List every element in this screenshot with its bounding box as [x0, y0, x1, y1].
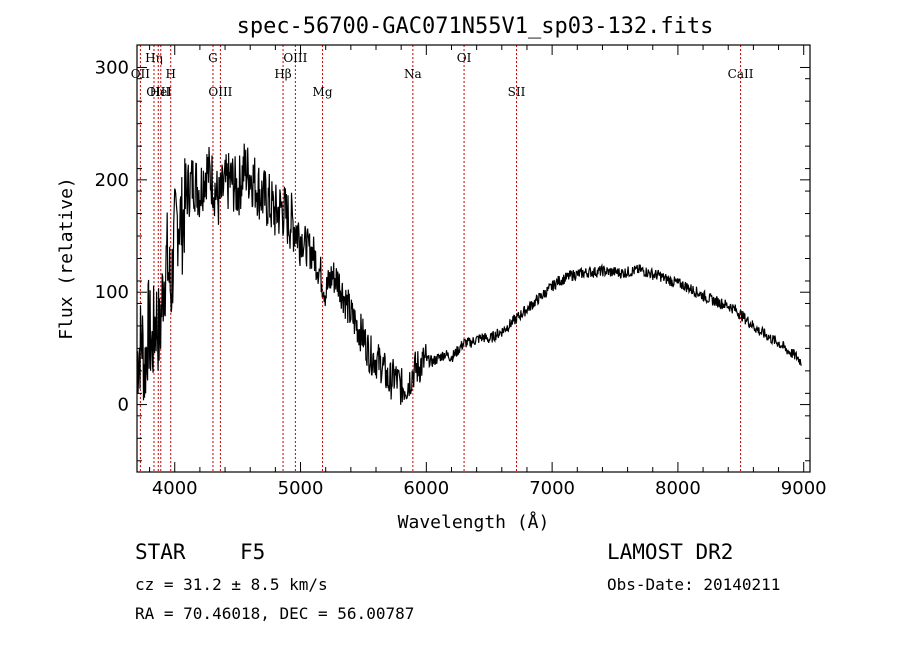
obs-date: Obs-Date: 20140211	[607, 575, 781, 594]
redshift-readout: cz = 31.2 ± 8.5 km/s	[135, 575, 328, 594]
chart-title: spec-56700-GAC071N55V1_sp03-132.fits	[237, 14, 714, 39]
spectral-line-label: CaII	[728, 67, 754, 81]
spectral-line-label: OI	[457, 51, 472, 65]
spectral-line-label: OIII	[146, 85, 170, 99]
x-tick-label: 9000	[781, 478, 827, 499]
y-tick-label: 100	[95, 282, 129, 303]
x-tick-label: 5000	[278, 478, 324, 499]
plot-frame	[136, 44, 811, 473]
x-tick-label: 7000	[529, 478, 575, 499]
x-tick-label: 6000	[403, 478, 449, 499]
spectral-line-label: HeI	[150, 85, 173, 99]
coordinates: RA = 70.46018, DEC = 56.00787	[135, 604, 415, 623]
spectral-line-label: OIII	[283, 51, 307, 65]
spectrum-series-line	[136, 143, 802, 405]
spectral-line-label: H	[165, 67, 175, 81]
spectral-line-label: OII	[131, 67, 151, 81]
object-subclass: F5	[240, 540, 266, 564]
survey-name: LAMOST DR2	[607, 540, 734, 564]
spectral-line-label: Hη	[145, 51, 163, 65]
x-axis-label: Wavelength (Å)	[398, 511, 550, 533]
y-axis-label: Flux (relative)	[56, 177, 77, 340]
object-class: STAR	[135, 540, 186, 564]
x-tick-label: 8000	[655, 478, 701, 499]
x-tick-label: 4000	[152, 478, 198, 499]
spectral-line-label: OIII	[208, 85, 232, 99]
y-tick-label: 0	[118, 395, 129, 416]
spectral-line-label: Mg	[313, 85, 333, 99]
spectral-line-label: Na	[404, 67, 422, 81]
spectral-line-label: G	[208, 51, 218, 65]
y-tick-label: 200	[95, 170, 129, 191]
spectral-line-label: Hβ	[274, 67, 291, 81]
spectral-line-label: SII	[508, 85, 526, 99]
y-tick-label: 300	[95, 57, 129, 78]
axis-ticks: 4000 5000 6000 7000 8000 9000 0 100 200 300	[95, 45, 827, 499]
